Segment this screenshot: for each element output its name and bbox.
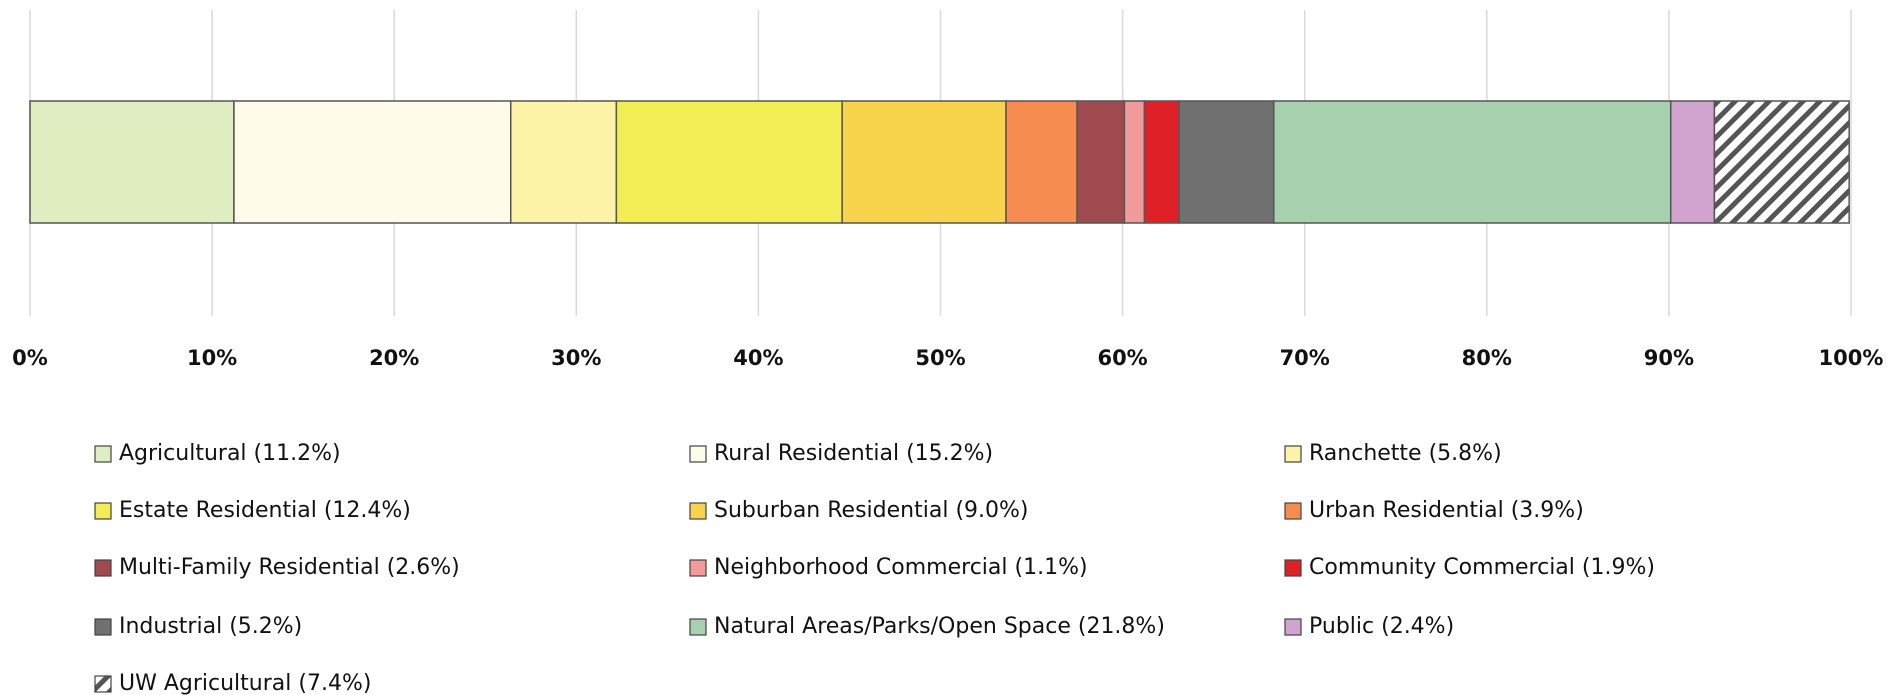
legend-label: UW Agricultural (7.4%) (119, 671, 371, 695)
legend-value: (1.1%) (1015, 555, 1088, 580)
bar-segment (1005, 100, 1078, 224)
legend-label: Ranchette (5.8%) (1309, 441, 1502, 466)
bar-segment (841, 100, 1007, 224)
legend-swatch (1284, 445, 1302, 463)
legend-swatch (94, 502, 112, 520)
bar-segment (1178, 100, 1275, 224)
x-tick-label: 80% (1462, 346, 1512, 370)
legend-swatch (1284, 559, 1302, 577)
legend-value: (5.8%) (1429, 441, 1502, 466)
legend-value: (2.6%) (387, 555, 460, 580)
legend-label: Industrial (5.2%) (119, 614, 302, 639)
legend-swatch (94, 618, 112, 636)
bar-segment (509, 100, 618, 224)
x-tick-label: 50% (915, 346, 965, 370)
x-tick-label: 0% (12, 346, 48, 370)
legend-value: (15.2%) (906, 441, 993, 466)
legend-name: Suburban Residential (714, 498, 948, 523)
bar-segment (1143, 100, 1180, 224)
legend-name: UW Agricultural (119, 671, 291, 695)
bar-segment (233, 100, 512, 224)
legend-swatch (689, 559, 707, 577)
x-tick-label: 100% (1819, 346, 1884, 370)
legend-swatch (94, 445, 112, 463)
legend-name: Public (1309, 614, 1374, 639)
legend-swatch (689, 618, 707, 636)
legend-label: Natural Areas/Parks/Open Space (21.8%) (714, 614, 1165, 639)
x-tick-label: 30% (551, 346, 601, 370)
legend-name: Agricultural (119, 441, 247, 466)
bar-segment (615, 100, 843, 224)
legend-label: Community Commercial (1.9%) (1309, 555, 1655, 580)
x-tick-label: 20% (369, 346, 419, 370)
legend-name: Multi-Family Residential (119, 555, 380, 580)
bar-segment (1713, 100, 1850, 224)
legend-name: Community Commercial (1309, 555, 1575, 580)
bar-segment (1272, 100, 1672, 224)
legend-value: (2.4%) (1381, 614, 1454, 639)
x-tick-label: 10% (187, 346, 237, 370)
legend-label: Agricultural (11.2%) (119, 441, 341, 466)
legend-value: (7.4%) (298, 671, 371, 695)
legend-swatch (1284, 502, 1302, 520)
legend-name: Estate Residential (119, 498, 317, 523)
legend-label: Rural Residential (15.2%) (714, 441, 993, 466)
legend-label: Public (2.4%) (1309, 614, 1454, 639)
legend-swatch (689, 502, 707, 520)
legend-label: Multi-Family Residential (2.6%) (119, 555, 460, 580)
bar-segment (1123, 100, 1146, 224)
legend-value: (5.2%) (229, 614, 302, 639)
legend-name: Urban Residential (1309, 498, 1504, 523)
legend-value: (21.8%) (1078, 614, 1165, 639)
legend-label: Neighborhood Commercial (1.1%) (714, 555, 1088, 580)
legend-name: Neighborhood Commercial (714, 555, 1008, 580)
legend-name: Rural Residential (714, 441, 899, 466)
legend-swatch (1284, 618, 1302, 636)
legend-label: Urban Residential (3.9%) (1309, 498, 1584, 523)
legend-name: Ranchette (1309, 441, 1422, 466)
bar-segment (1076, 100, 1126, 224)
legend-label: Estate Residential (12.4%) (119, 498, 411, 523)
legend-name: Industrial (119, 614, 222, 639)
x-tick-label: 90% (1644, 346, 1694, 370)
x-tick-label: 40% (733, 346, 783, 370)
legend-value: (12.4%) (324, 498, 411, 523)
legend-swatch (94, 675, 112, 693)
legend-swatch (94, 559, 112, 577)
legend-value: (9.0%) (955, 498, 1028, 523)
legend-value: (3.9%) (1511, 498, 1584, 523)
x-tick-label: 70% (1280, 346, 1330, 370)
legend-name: Natural Areas/Parks/Open Space (714, 614, 1071, 639)
bar-segment (29, 100, 235, 224)
x-tick-label: 60% (1097, 346, 1147, 370)
legend-value: (1.9%) (1582, 555, 1655, 580)
legend-value: (11.2%) (254, 441, 341, 466)
legend-swatch (689, 445, 707, 463)
legend-label: Suburban Residential (9.0%) (714, 498, 1029, 523)
bar-segment (1669, 100, 1716, 224)
